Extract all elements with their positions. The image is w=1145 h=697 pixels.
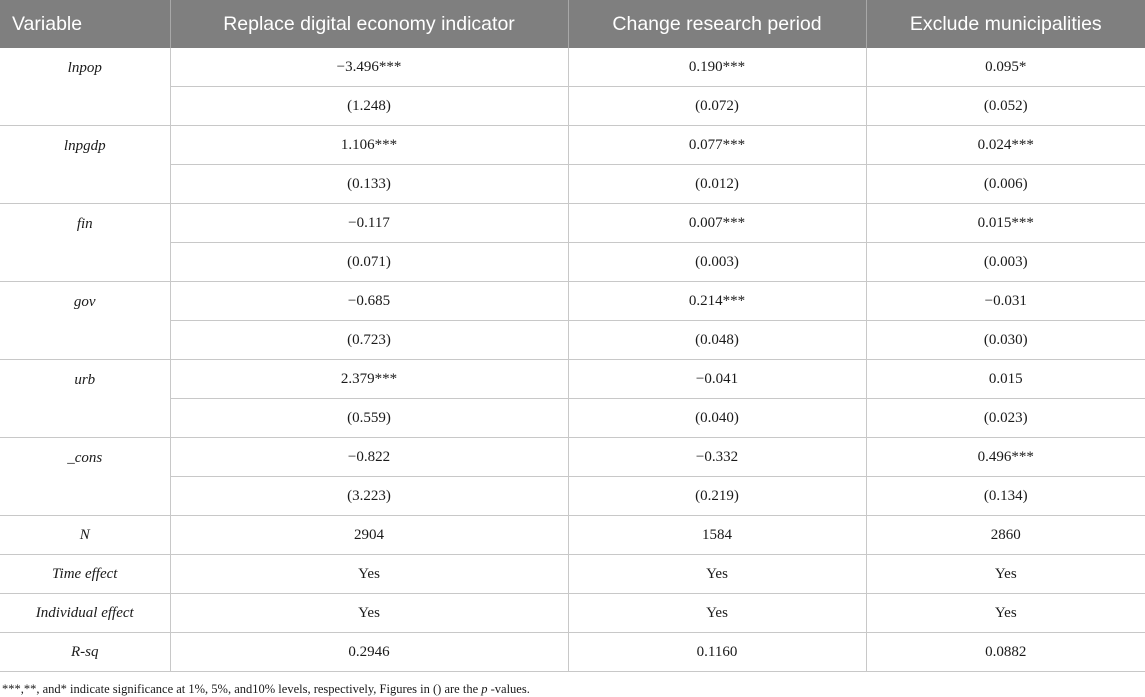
table-row: (0.723) (0.048) (0.030) [0, 320, 1145, 360]
value-cell: 1584 [567, 515, 867, 555]
value-cell: Yes [865, 554, 1145, 594]
table-footnote: ***,**, and* indicate significance at 1%… [0, 682, 1145, 697]
footnote-suffix: -values. [487, 682, 530, 696]
coef-cell: −0.332 [567, 437, 867, 477]
se-cell: (0.048) [567, 320, 867, 360]
value-cell: 0.1160 [567, 632, 867, 672]
header-replace-indicator: Replace digital economy indicator [170, 0, 569, 48]
se-cell: (0.072) [567, 86, 867, 126]
table-row: (0.071) (0.003) (0.003) [0, 242, 1145, 282]
coef-cell: −3.496*** [169, 48, 569, 87]
variable-name: fin [0, 203, 171, 282]
coef-cell: 2.379*** [169, 359, 569, 399]
se-cell: (0.723) [170, 320, 569, 360]
value-cell: Yes [169, 554, 569, 594]
coef-cell: 0.214*** [567, 281, 867, 321]
table-row: (0.559) (0.040) (0.023) [0, 398, 1145, 438]
se-cell: (0.071) [170, 242, 569, 282]
coef-cell: 0.024*** [865, 125, 1145, 165]
se-cell: (1.248) [170, 86, 569, 126]
value-cell: Yes [567, 554, 867, 594]
value-cell: 0.0882 [865, 632, 1145, 672]
se-cell: (0.052) [865, 86, 1145, 126]
se-cell: (0.219) [567, 476, 867, 516]
variable-name: N [0, 515, 171, 555]
se-cell: (0.006) [865, 164, 1145, 204]
se-cell: (0.012) [567, 164, 867, 204]
value-cell: 2860 [865, 515, 1145, 555]
coef-cell: 0.015*** [865, 203, 1145, 243]
table-row: _cons −0.822 −0.332 0.496*** [0, 437, 1145, 516]
coef-cell: −0.685 [169, 281, 569, 321]
value-cell: Yes [169, 593, 569, 633]
table-row: urb 2.379*** −0.041 0.015 [0, 359, 1145, 438]
value-cell: 2904 [169, 515, 569, 555]
value-cell: Yes [865, 593, 1145, 633]
coef-cell: −0.041 [567, 359, 867, 399]
table-row: R-sq 0.2946 0.1160 0.0882 [0, 632, 1145, 672]
table-row: (3.223) (0.219) (0.134) [0, 476, 1145, 516]
table-row: (0.133) (0.012) (0.006) [0, 164, 1145, 204]
variable-name: R-sq [0, 632, 171, 672]
variable-name: lnpop [0, 48, 171, 126]
table-row: Time effect Yes Yes Yes [0, 554, 1145, 594]
table-row: gov −0.685 0.214*** −0.031 [0, 281, 1145, 360]
coef-cell: 0.095* [865, 48, 1145, 87]
header-variable: Variable [0, 0, 171, 48]
coef-cell: 0.496*** [865, 437, 1145, 477]
variable-name: lnpgdp [0, 125, 171, 204]
se-cell: (0.559) [170, 398, 569, 438]
table-row: lnpgdp 1.106*** 0.077*** 0.024*** [0, 125, 1145, 204]
variable-name: Individual effect [0, 593, 171, 633]
coef-cell: −0.822 [169, 437, 569, 477]
se-cell: (0.040) [567, 398, 867, 438]
coef-cell: 1.106*** [169, 125, 569, 165]
coef-cell: 0.007*** [567, 203, 867, 243]
coef-cell: 0.015 [865, 359, 1145, 399]
se-cell: (0.134) [865, 476, 1145, 516]
se-cell: (0.133) [170, 164, 569, 204]
coef-cell: 0.190*** [567, 48, 867, 87]
header-change-period: Change research period [568, 0, 867, 48]
se-cell: (3.223) [170, 476, 569, 516]
se-cell: (0.003) [865, 242, 1145, 282]
coef-cell: 0.077*** [567, 125, 867, 165]
table-row: Individual effect Yes Yes Yes [0, 593, 1145, 633]
table-row: lnpop −3.496*** 0.190*** 0.095* [0, 48, 1145, 126]
footnote-text: ***,**, and* indicate significance at 1%… [2, 682, 482, 696]
table-row: fin −0.117 0.007*** 0.015*** [0, 203, 1145, 282]
value-cell: 0.2946 [169, 632, 569, 672]
variable-name: urb [0, 359, 171, 438]
variable-name: Time effect [0, 554, 171, 594]
se-cell: (0.003) [567, 242, 867, 282]
table-row: (1.248) (0.072) (0.052) [0, 86, 1145, 126]
variable-name: gov [0, 281, 171, 360]
header-exclude-municipalities: Exclude municipalities [866, 0, 1145, 48]
robustness-table: Variable Replace digital economy indicat… [0, 0, 1145, 672]
coef-cell: −0.031 [865, 281, 1145, 321]
se-cell: (0.023) [865, 398, 1145, 438]
se-cell: (0.030) [865, 320, 1145, 360]
table-row: N 2904 1584 2860 [0, 515, 1145, 555]
coef-cell: −0.117 [169, 203, 569, 243]
variable-name: _cons [0, 437, 171, 516]
value-cell: Yes [567, 593, 867, 633]
header-row: Variable Replace digital economy indicat… [0, 0, 1145, 48]
